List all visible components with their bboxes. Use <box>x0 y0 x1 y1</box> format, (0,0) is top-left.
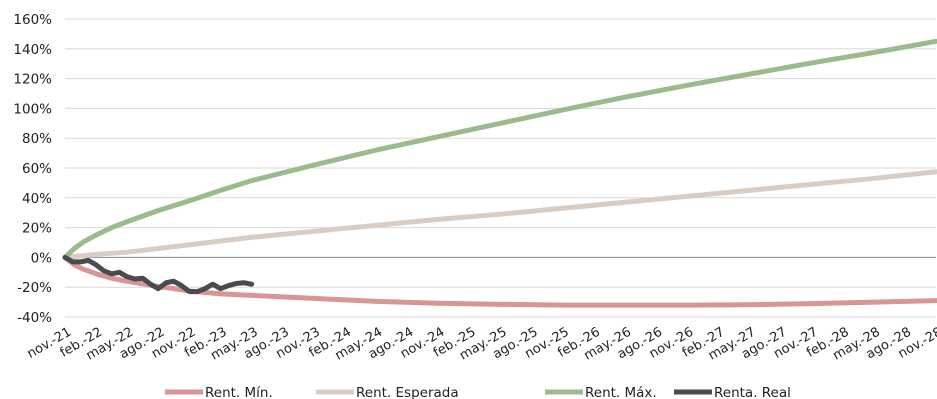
y-tick-label: 160% <box>13 12 52 28</box>
series-lines <box>62 38 937 308</box>
series-line-rent-m-n <box>62 254 937 308</box>
legend: Rent. Mín. Rent. Esperada Rent. Máx. Renta.… <box>165 385 791 399</box>
y-tick-label: 40% <box>22 191 52 207</box>
y-tick-label: 100% <box>13 101 52 117</box>
legend-label: Rent. Máx. <box>585 385 657 399</box>
y-tick-label: -20% <box>17 280 52 296</box>
y-tick-label: 120% <box>13 72 52 88</box>
y-tick-label: 20% <box>22 221 52 237</box>
y-tick-label: 0% <box>31 250 53 266</box>
y-tick-label: -40% <box>17 310 52 326</box>
legend-label: Rent. Esperada <box>356 385 459 399</box>
series-line-rent-esperada <box>62 169 937 260</box>
y-tick-label: 80% <box>22 131 52 147</box>
x-axis-tick-labels: nov.-21feb.-22may.-22ago.-22nov.-22feb.-… <box>25 325 937 364</box>
y-tick-label: 140% <box>13 42 52 58</box>
series-line-rent-m-x <box>62 38 937 260</box>
series-line-renta-real <box>62 254 255 295</box>
legend-label: Rent. Mín. <box>205 385 273 399</box>
y-axis-tick-labels: -40% -20% 0% 20% 40% 60% 80% 100% 120% 140% 160% <box>13 12 52 326</box>
y-tick-label: 60% <box>22 161 52 177</box>
legend-label: Renta. Real <box>714 385 791 399</box>
